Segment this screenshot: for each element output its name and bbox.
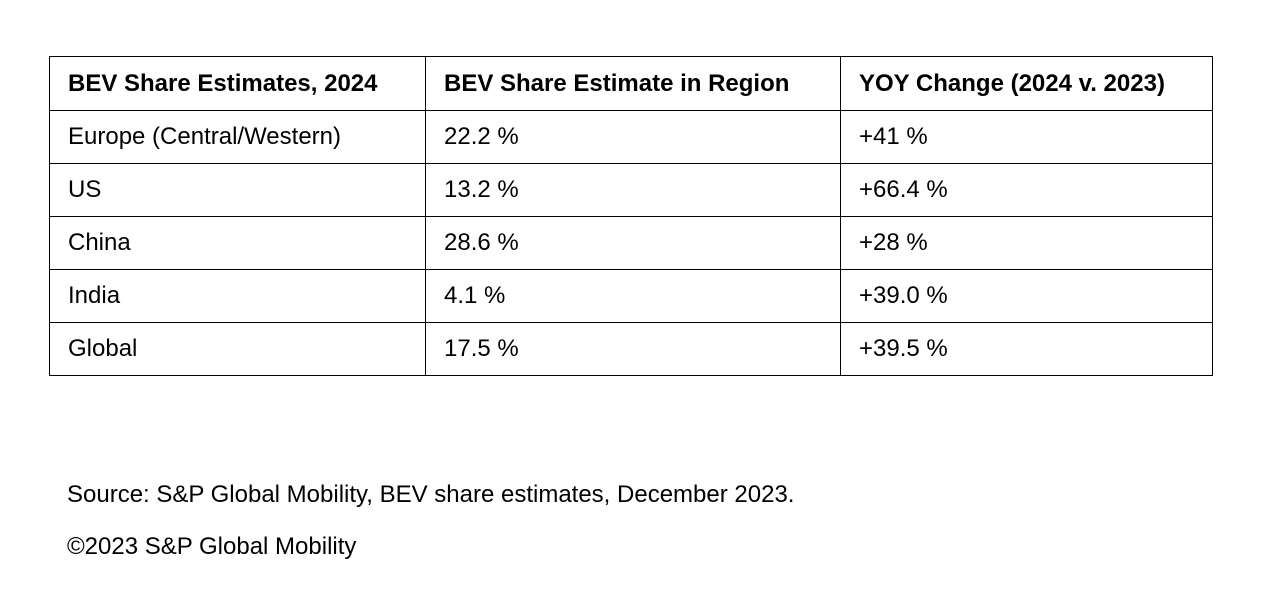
share-cell: 4.1 %	[425, 269, 841, 323]
table-row: China 28.6 % +28 %	[49, 216, 1213, 270]
header-region: BEV Share Estimates, 2024	[49, 56, 426, 111]
table-row: Europe (Central/Western) 22.2 % +41 %	[49, 110, 1213, 164]
share-cell: 13.2 %	[425, 163, 841, 217]
source-note: Source: S&P Global Mobility, BEV share e…	[67, 481, 795, 508]
yoy-cell: +39.0 %	[840, 269, 1213, 323]
header-yoy-change: YOY Change (2024 v. 2023)	[840, 56, 1213, 111]
bev-share-table: BEV Share Estimates, 2024 BEV Share Esti…	[49, 56, 1213, 376]
region-cell: US	[49, 163, 426, 217]
region-cell: Europe (Central/Western)	[49, 110, 426, 164]
header-share-estimate: BEV Share Estimate in Region	[425, 56, 841, 111]
share-cell: 28.6 %	[425, 216, 841, 270]
share-cell: 22.2 %	[425, 110, 841, 164]
share-cell: 17.5 %	[425, 322, 841, 376]
bev-share-table-container: BEV Share Estimates, 2024 BEV Share Esti…	[49, 56, 1213, 376]
table-row: India 4.1 % +39.0 %	[49, 269, 1213, 323]
copyright-note: ©2023 S&P Global Mobility	[67, 533, 357, 560]
region-cell: Global	[49, 322, 426, 376]
yoy-cell: +28 %	[840, 216, 1213, 270]
yoy-cell: +41 %	[840, 110, 1213, 164]
region-cell: India	[49, 269, 426, 323]
yoy-cell: +66.4 %	[840, 163, 1213, 217]
table-row: Global 17.5 % +39.5 %	[49, 322, 1213, 376]
yoy-cell: +39.5 %	[840, 322, 1213, 376]
table-header-row: BEV Share Estimates, 2024 BEV Share Esti…	[49, 56, 1213, 111]
table-row: US 13.2 % +66.4 %	[49, 163, 1213, 217]
region-cell: China	[49, 216, 426, 270]
